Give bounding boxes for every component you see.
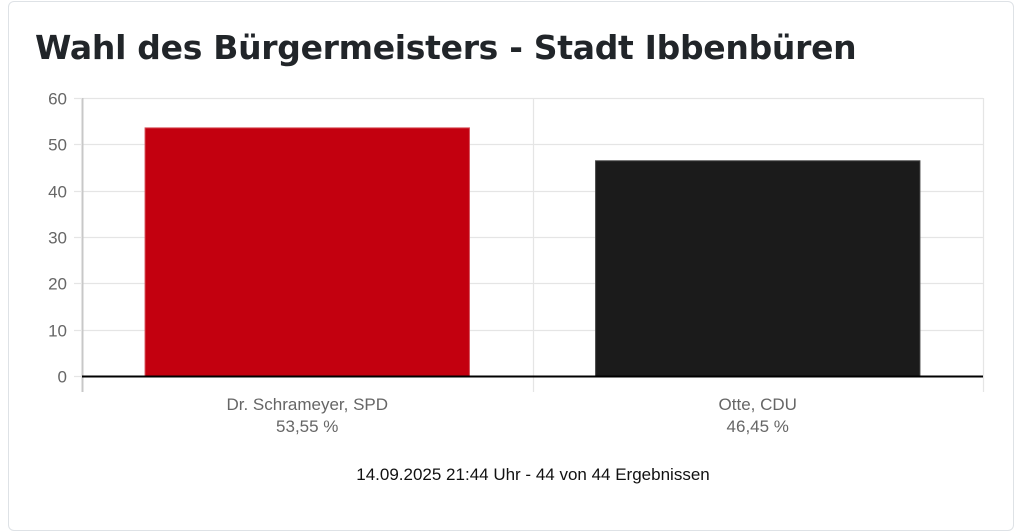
chart-title: Wahl des Bürgermeisters - Stadt Ibbenbür… — [35, 28, 857, 67]
y-tick-label: 20 — [48, 275, 67, 294]
y-tick-label: 30 — [48, 229, 67, 248]
chart-bars — [144, 127, 921, 377]
x-category-label: Dr. Schrameyer, SPD — [226, 395, 388, 414]
y-tick-label: 40 — [48, 183, 67, 202]
y-axis-ticks: 0 10 20 30 40 50 60 — [48, 90, 82, 387]
x-value-label: 53,55 % — [276, 417, 338, 436]
x-value-label: 46,45 % — [727, 417, 789, 436]
x-category-label: Otte, CDU — [719, 395, 797, 414]
bar-chart: 0 10 20 30 40 50 60 Dr. Schrameyer, SPD 53,55 %… — [48, 90, 985, 436]
y-tick-label: 10 — [48, 322, 67, 341]
y-tick-label: 0 — [58, 368, 67, 387]
y-tick-label: 50 — [48, 136, 67, 155]
bar-spd — [144, 127, 470, 377]
x-axis-labels: Dr. Schrameyer, SPD 53,55 % Otte, CDU 46,45… — [226, 395, 796, 436]
bar-cdu — [595, 160, 921, 377]
y-tick-label: 60 — [48, 90, 67, 109]
results-timestamp: 14.09.2025 21:44 Uhr - 44 von 44 Ergebni… — [356, 465, 710, 484]
